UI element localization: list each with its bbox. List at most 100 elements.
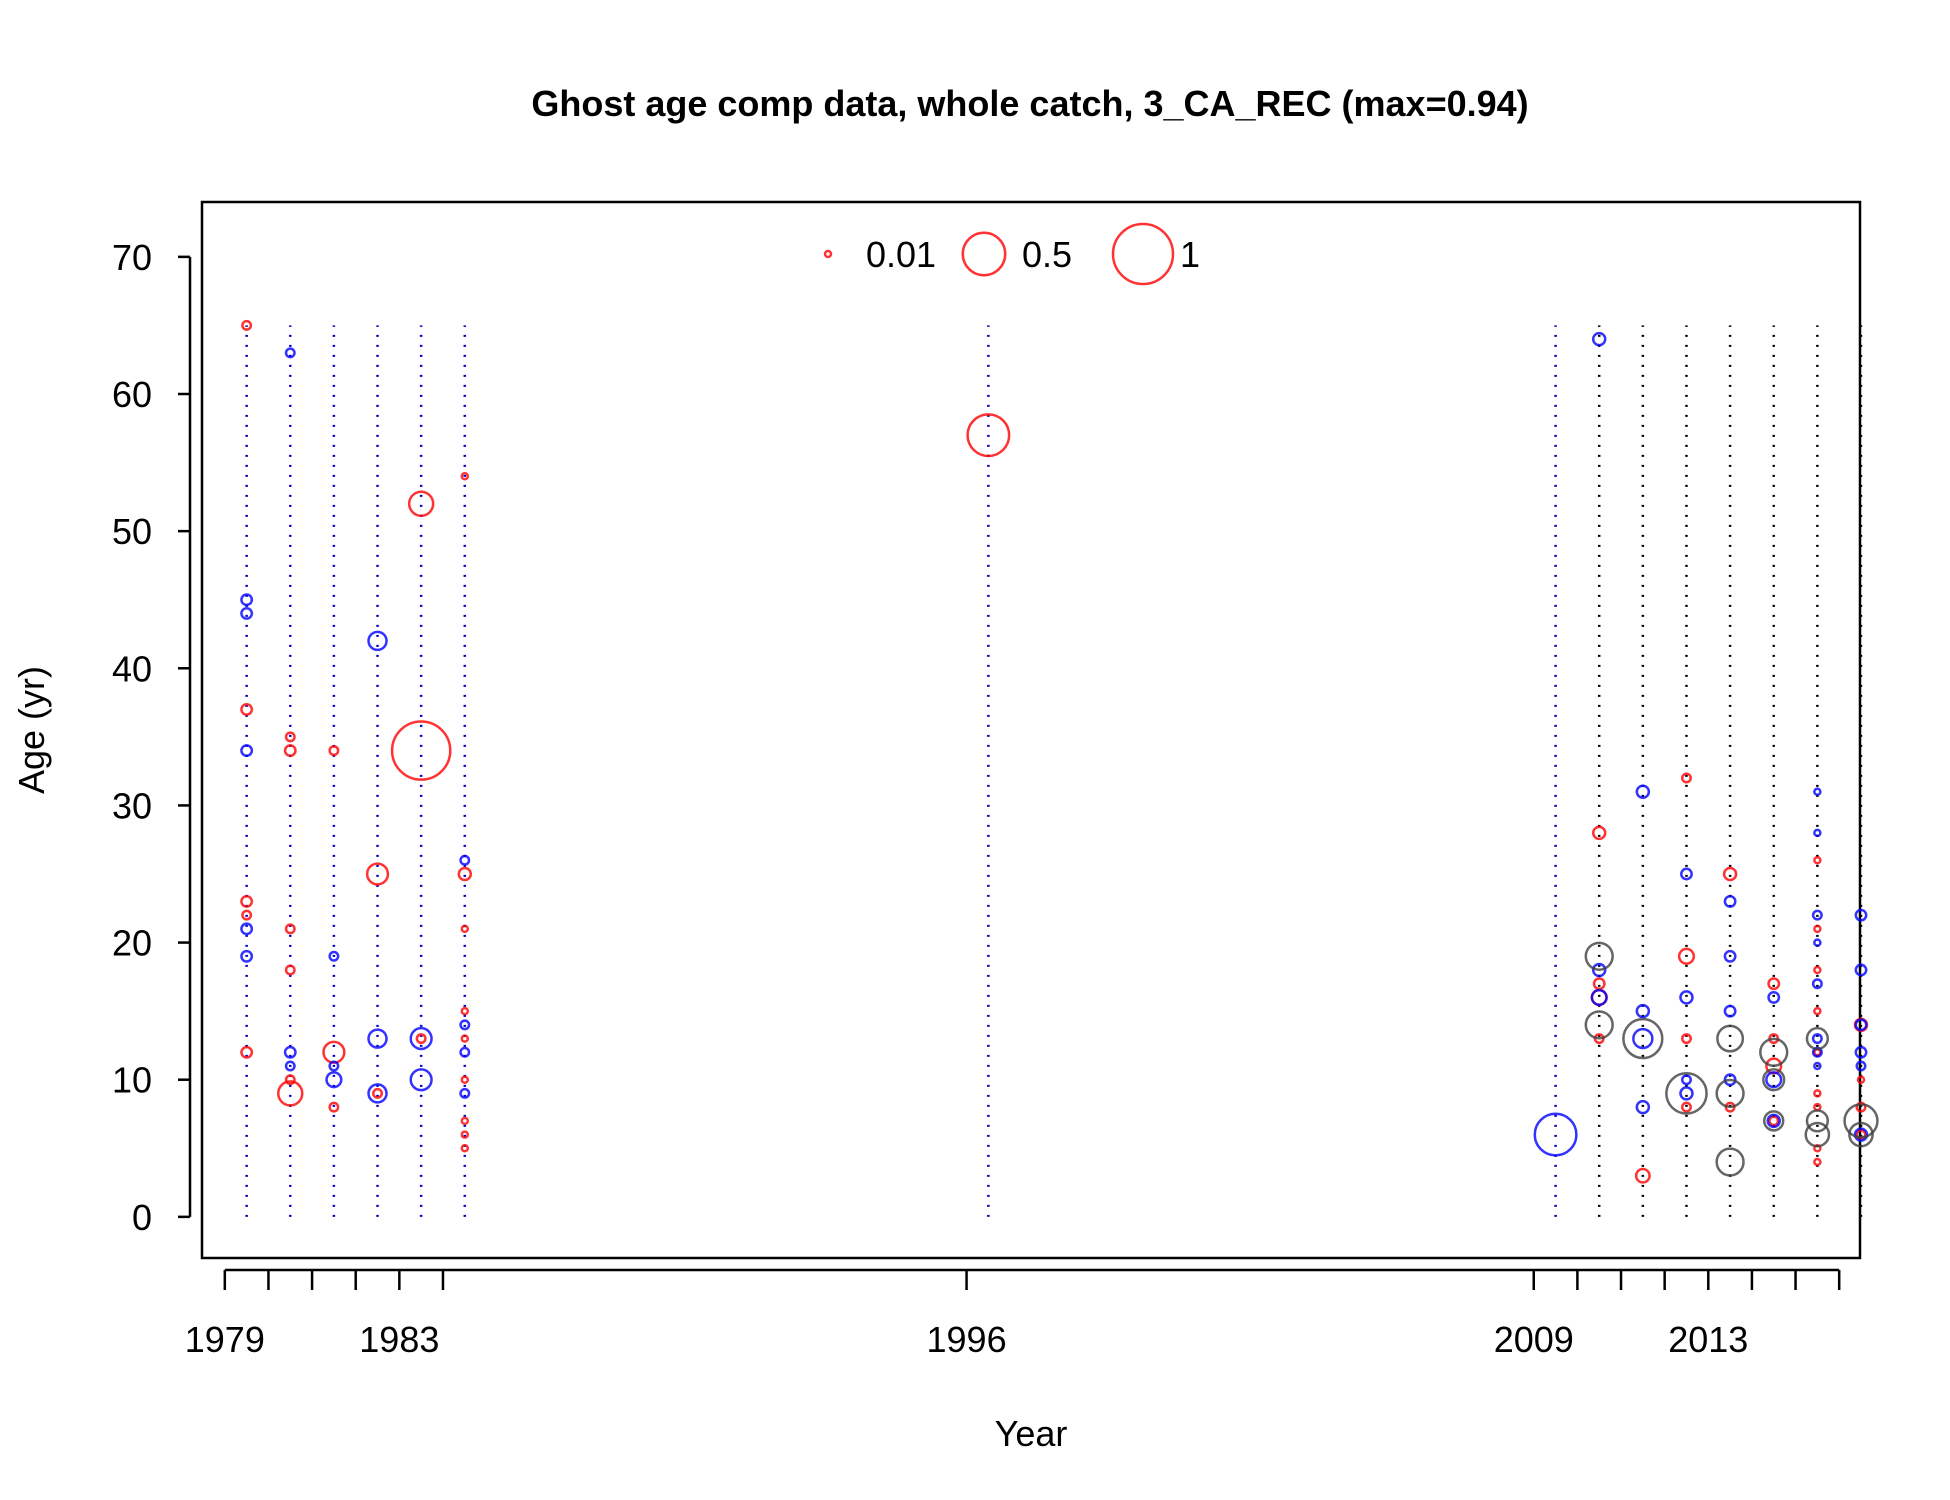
y-axis: 0 10 20 30 40 50 60 70 bbox=[112, 237, 192, 1238]
bubble-point bbox=[284, 731, 296, 743]
bubble-point bbox=[1811, 909, 1823, 921]
bubble-point bbox=[283, 1045, 297, 1059]
bubble-point bbox=[460, 924, 470, 934]
bubble-point bbox=[409, 1068, 433, 1092]
bubble-point bbox=[1855, 1101, 1867, 1113]
x-tick-label: 1979 bbox=[185, 1319, 265, 1360]
bubble-point bbox=[1843, 1103, 1879, 1139]
bubble-point bbox=[240, 606, 254, 620]
bubble-point bbox=[1715, 1147, 1745, 1177]
bubble-point bbox=[460, 1116, 470, 1126]
bubble-point bbox=[460, 1130, 470, 1139]
y-tick-label: 50 bbox=[112, 511, 152, 552]
bubble-point bbox=[1854, 1045, 1868, 1059]
bubble-point bbox=[1768, 1115, 1780, 1127]
bubble-point bbox=[283, 744, 297, 758]
bubble-point bbox=[1759, 1037, 1789, 1067]
bubble-point bbox=[1767, 977, 1781, 991]
bubble-point bbox=[1854, 1018, 1868, 1032]
bubble-point bbox=[1811, 978, 1823, 990]
bubble-point bbox=[367, 630, 388, 652]
bubble-point bbox=[1762, 1068, 1786, 1092]
y-tick-label: 20 bbox=[112, 923, 152, 964]
legend-label: 0.5 bbox=[1022, 234, 1072, 275]
bubble-point bbox=[1766, 1113, 1781, 1129]
bubble-point bbox=[240, 949, 254, 963]
bubble-point bbox=[240, 593, 254, 607]
x-tick-label: 2013 bbox=[1668, 1319, 1748, 1360]
bubble-point bbox=[241, 909, 253, 921]
legend: 0.01 0.5 1 bbox=[823, 222, 1200, 286]
bubble-point bbox=[284, 1060, 296, 1072]
legend-label: 0.01 bbox=[866, 234, 936, 275]
bubble-point bbox=[1813, 787, 1822, 796]
bubble-point bbox=[1765, 1071, 1783, 1089]
bubble-point bbox=[1591, 962, 1607, 978]
bubble-point bbox=[409, 1026, 433, 1051]
bubble-point bbox=[1804, 1121, 1831, 1148]
bubble-point bbox=[1635, 784, 1651, 799]
bubble-point bbox=[1680, 1074, 1692, 1086]
bubble-point bbox=[240, 1045, 254, 1059]
bubble-point bbox=[1813, 1061, 1822, 1071]
bubble-point bbox=[1584, 941, 1614, 971]
bubble-point bbox=[1680, 867, 1693, 881]
bubble-point bbox=[460, 1144, 470, 1153]
y-tick-label: 60 bbox=[112, 374, 152, 415]
bubble-point bbox=[1533, 1112, 1578, 1157]
bubble-point bbox=[1855, 1060, 1867, 1072]
y-tick-label: 70 bbox=[112, 237, 152, 278]
bubble-point bbox=[328, 745, 340, 757]
x-tick-label: 2009 bbox=[1494, 1319, 1574, 1360]
bubble-point bbox=[1805, 1109, 1830, 1133]
bubble-point bbox=[1680, 772, 1692, 784]
bubble-point bbox=[1680, 1033, 1692, 1045]
bubble-point bbox=[1723, 1004, 1737, 1018]
bubble-point bbox=[1634, 1167, 1651, 1184]
bubble-point bbox=[367, 1083, 388, 1104]
bubble-point bbox=[1848, 1121, 1874, 1148]
bubble-point bbox=[1622, 1017, 1664, 1060]
bubble-point bbox=[1591, 331, 1607, 347]
legend-label: 1 bbox=[1180, 234, 1200, 275]
x-axis: 1979 1983 1996 2009 2013 bbox=[185, 1268, 1841, 1360]
bubble-point bbox=[966, 413, 1011, 458]
x-tick-label: 1983 bbox=[359, 1319, 439, 1360]
bubble-point bbox=[1635, 1003, 1651, 1019]
bubble-point bbox=[460, 472, 470, 481]
bubble-point bbox=[460, 1075, 470, 1084]
bubble-point bbox=[328, 1101, 340, 1113]
legend-bubble bbox=[823, 249, 833, 259]
bubble-point bbox=[328, 950, 340, 962]
bubble-point bbox=[1813, 1157, 1822, 1167]
bubble-point bbox=[1813, 924, 1822, 934]
y-tick-label: 10 bbox=[112, 1060, 152, 1101]
bubble-point bbox=[1716, 1024, 1745, 1053]
x-axis-label: Year bbox=[995, 1413, 1068, 1454]
bubble-point bbox=[459, 1019, 471, 1031]
bubble-point bbox=[407, 490, 435, 517]
legend-bubble bbox=[961, 231, 1007, 277]
bubble-point bbox=[1813, 938, 1822, 947]
bubble-point bbox=[240, 702, 254, 716]
bubble-point bbox=[328, 1060, 340, 1072]
bubble-point bbox=[367, 1028, 388, 1049]
bubble-point bbox=[284, 347, 296, 359]
bubble-point bbox=[459, 1087, 471, 1099]
bubble-point bbox=[1854, 908, 1868, 922]
bubble-point bbox=[1805, 1026, 1830, 1051]
bubble-point bbox=[240, 894, 254, 908]
chart-title: Ghost age comp data, whole catch, 3_CA_R… bbox=[531, 83, 1528, 124]
bubble-point bbox=[1677, 947, 1696, 965]
bubble-point bbox=[459, 1046, 471, 1058]
bubble-point bbox=[1813, 856, 1822, 865]
bubble-point bbox=[284, 1074, 296, 1086]
bubble-point bbox=[1813, 828, 1822, 838]
bubble-point bbox=[1723, 949, 1737, 963]
bubble-point bbox=[1723, 894, 1737, 908]
bubble-point bbox=[240, 744, 254, 758]
bubble-point bbox=[1856, 1075, 1866, 1084]
bubble-point bbox=[1767, 990, 1781, 1004]
bubble-point bbox=[460, 1006, 470, 1016]
bubble-point bbox=[365, 862, 390, 886]
